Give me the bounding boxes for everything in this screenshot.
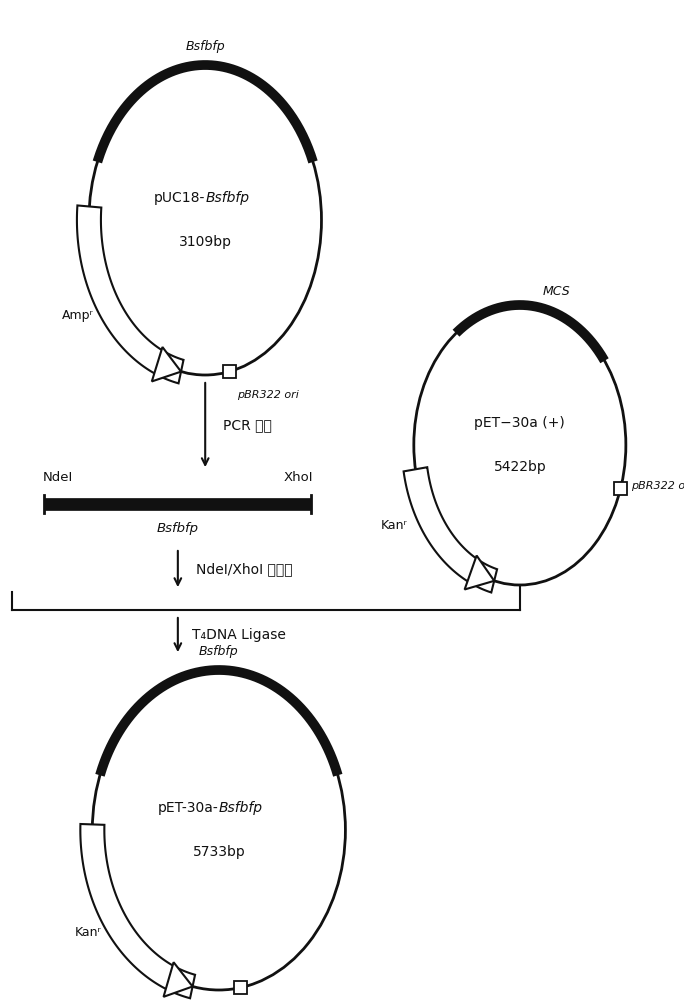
Polygon shape: [152, 347, 181, 381]
Bar: [235, 981, 248, 994]
Text: Kanʳ: Kanʳ: [381, 519, 408, 532]
Text: MCS: MCS: [542, 285, 570, 298]
Polygon shape: [77, 205, 183, 383]
Text: 5422bp: 5422bp: [493, 460, 547, 474]
Text: T₄DNA Ligase: T₄DNA Ligase: [192, 628, 286, 642]
Text: PCR 扩增: PCR 扩增: [223, 418, 272, 432]
Polygon shape: [163, 962, 193, 997]
Text: Bsfbfp: Bsfbfp: [185, 40, 225, 53]
Polygon shape: [404, 467, 497, 592]
Text: NdeI: NdeI: [42, 471, 73, 484]
Text: pBR322 ori: pBR322 ori: [237, 390, 300, 400]
Text: pBR322 ori: pBR322 ori: [631, 481, 684, 491]
Polygon shape: [80, 824, 195, 998]
Bar: [44, 498, 311, 510]
Polygon shape: [464, 556, 495, 589]
Text: pET-30a-: pET-30a-: [158, 801, 219, 815]
Text: pUC18-: pUC18-: [154, 191, 205, 205]
Text: 5733bp: 5733bp: [192, 845, 246, 859]
Text: NdeI/XhoI 双酵切: NdeI/XhoI 双酵切: [196, 562, 293, 576]
Text: Bsfbfp: Bsfbfp: [219, 801, 263, 815]
Text: 3109bp: 3109bp: [179, 235, 232, 249]
Text: XhoI: XhoI: [284, 471, 313, 484]
Text: Bsfbfp: Bsfbfp: [157, 522, 199, 535]
Text: Bsfbfp: Bsfbfp: [199, 645, 239, 658]
Text: Ampʳ: Ampʳ: [62, 309, 94, 322]
Bar: [223, 365, 236, 378]
Text: pET−30a (+): pET−30a (+): [475, 416, 565, 430]
Bar: [614, 482, 627, 495]
Text: Bsfbfp: Bsfbfp: [205, 191, 249, 205]
Text: Kanʳ: Kanʳ: [75, 926, 102, 939]
